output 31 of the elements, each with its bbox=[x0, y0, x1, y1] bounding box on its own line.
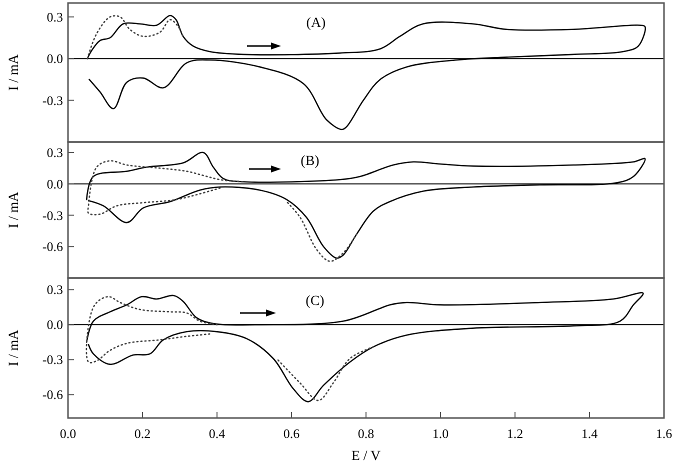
x-tick-label: 0.4 bbox=[208, 426, 226, 441]
annotation: (C) bbox=[306, 294, 325, 309]
y-tick-label: 0.0 bbox=[46, 176, 63, 192]
x-tick-label: 0.8 bbox=[358, 426, 374, 441]
x-tick-label: 0.0 bbox=[60, 426, 76, 441]
y-tick-label: 0.3 bbox=[46, 282, 63, 298]
line-series bbox=[87, 160, 244, 216]
y-axis-title: I / mA bbox=[6, 53, 22, 91]
y-tick-label: 0.0 bbox=[46, 51, 63, 66]
line-series bbox=[86, 15, 184, 60]
annotation: (A) bbox=[306, 16, 326, 31]
line-series bbox=[286, 200, 358, 262]
line-series bbox=[276, 346, 374, 402]
y-tick-label: -0.3 bbox=[42, 352, 63, 368]
x-tick-label: 0.6 bbox=[283, 426, 300, 441]
annotation: (B) bbox=[300, 154, 320, 169]
y-axis-title: I / mA bbox=[6, 190, 22, 228]
x-tick-label: 0.2 bbox=[134, 426, 151, 441]
x-tick-label: 1.2 bbox=[506, 426, 524, 441]
y-tick-label: 0.0 bbox=[46, 317, 63, 332]
x-axis-title: E / V bbox=[351, 449, 381, 464]
y-tick-label: 0.3 bbox=[46, 145, 63, 160]
x-tick-label: 1.6 bbox=[656, 426, 673, 441]
y-tick-label: -0.6 bbox=[42, 239, 64, 254]
y-axis-title: I / mA bbox=[6, 328, 22, 366]
x-tick-label: 1.0 bbox=[432, 426, 449, 441]
y-tick-label: -0.3 bbox=[42, 208, 63, 223]
x-tick-label: 1.4 bbox=[581, 426, 598, 441]
y-tick-label: -0.6 bbox=[42, 387, 64, 402]
y-tick-label: 0.3 bbox=[46, 9, 63, 24]
y-tick-label: -0.3 bbox=[42, 92, 63, 108]
